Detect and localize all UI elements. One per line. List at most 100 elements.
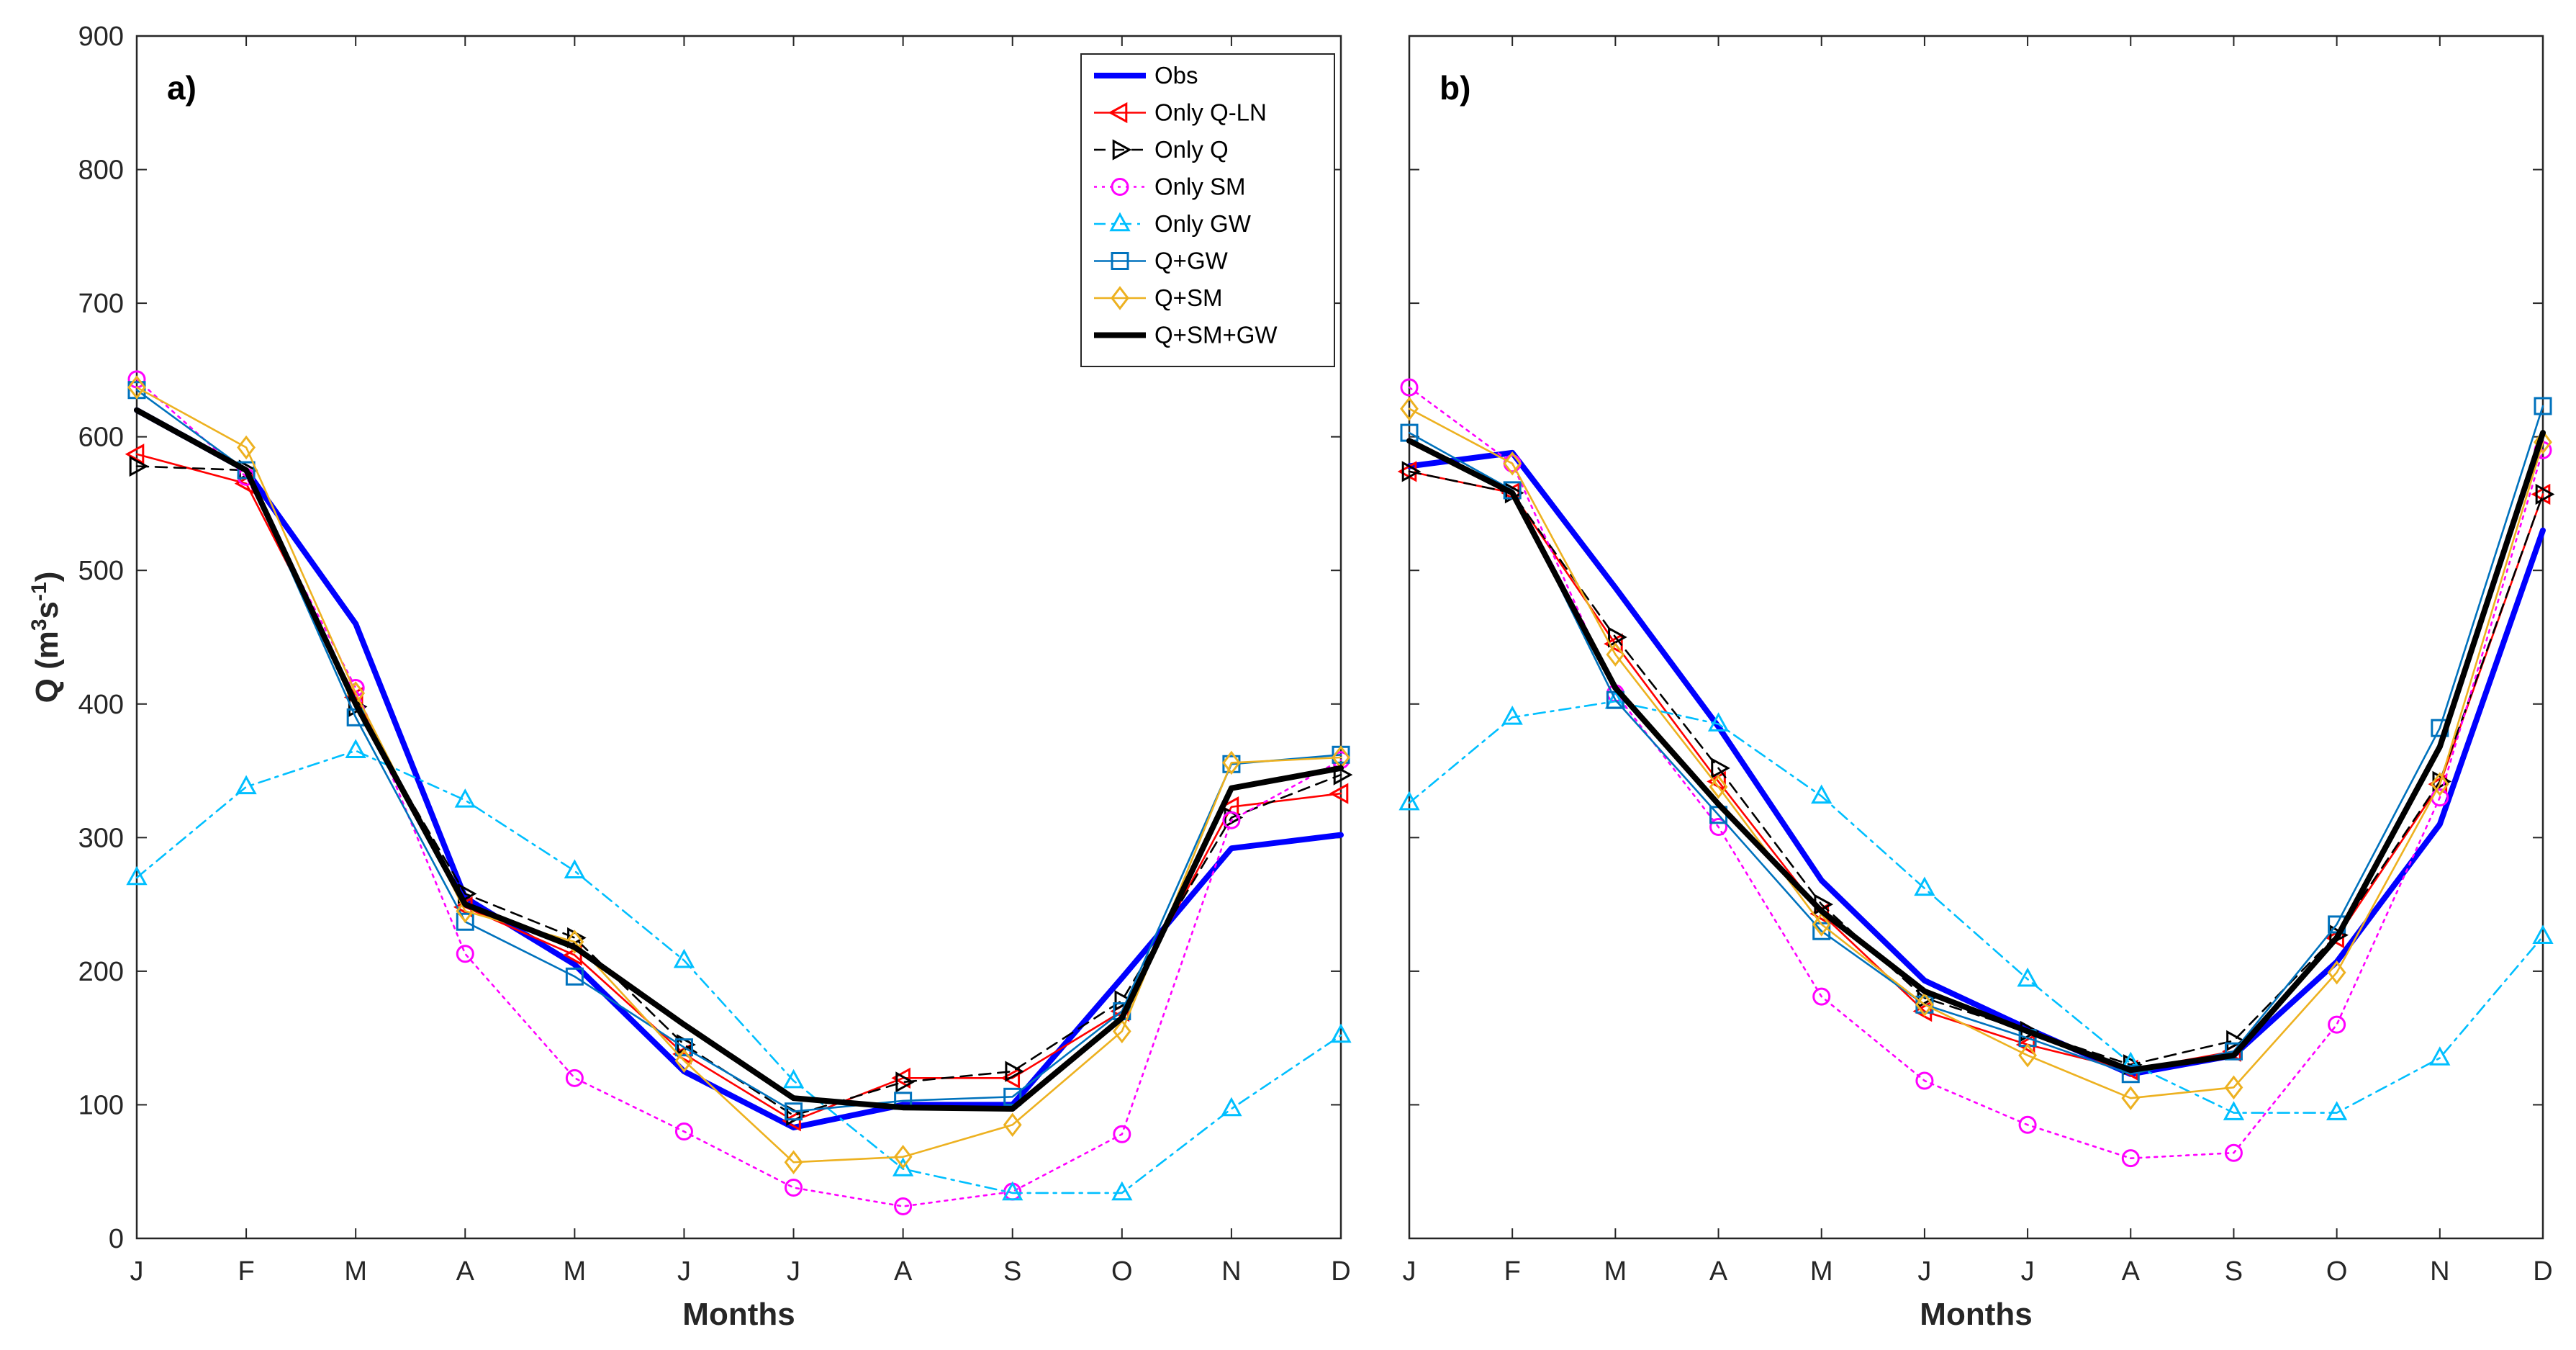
data-point: [1608, 626, 1627, 648]
data-point: [1709, 817, 1728, 836]
data-point: [1707, 712, 1730, 732]
data-point: [125, 444, 145, 465]
series-line-q-sm: [1408, 408, 2544, 1099]
x-axis-label: Months: [1920, 1297, 2032, 1332]
x-tick-label: J: [677, 1256, 691, 1287]
x-tick-label: J: [130, 1256, 144, 1287]
y-tick-label: 0: [109, 1224, 124, 1254]
series-line-q-gw: [135, 389, 1342, 1112]
data-point: [235, 775, 257, 795]
y-axis-label-part: Q (m: [30, 631, 65, 703]
panel-label: b): [1440, 69, 1470, 107]
x-tick-label: A: [894, 1256, 913, 1287]
panel-b: J F M A M J J A S O N D Months b): [1397, 35, 2555, 1332]
data-point: [454, 788, 476, 808]
x-tick-label: M: [564, 1256, 587, 1287]
x-tick-label: M: [1810, 1256, 1833, 1287]
legend-label: Q+SM: [1154, 284, 1222, 311]
data-point: [1400, 396, 1419, 421]
series-line-only-q-ln: [1408, 470, 2544, 1071]
series-line-obs: [134, 407, 1344, 1130]
data-point: [1398, 791, 1420, 811]
x-tick-label: D: [1331, 1256, 1350, 1287]
data-point: [1222, 811, 1241, 829]
data-point: [894, 1197, 913, 1215]
data-point: [2226, 1030, 2246, 1052]
data-point: [345, 739, 366, 759]
legend-label: Only Q: [1154, 136, 1229, 163]
data-point: [456, 945, 474, 963]
x-tick-label: O: [2326, 1256, 2348, 1287]
x-tick-label: J: [2021, 1256, 2035, 1287]
plot-area: [1408, 35, 2544, 1240]
y-tick-label: 100: [78, 1090, 124, 1120]
legend-marker: [1111, 286, 1129, 310]
data-point: [237, 435, 256, 460]
legend-label: Only SM: [1154, 174, 1246, 200]
legend-label: Only GW: [1154, 210, 1252, 237]
data-point: [1912, 1000, 1933, 1022]
data-point: [785, 1178, 803, 1197]
y-axis-label-superscript: -1: [27, 582, 51, 601]
data-point: [674, 1122, 693, 1141]
data-point: [784, 1150, 803, 1174]
data-point: [1221, 1097, 1242, 1117]
x-tick-label: M: [344, 1256, 367, 1287]
data-point: [1222, 750, 1241, 775]
series-line-only-sm: [1408, 386, 2544, 1159]
data-point: [2224, 1075, 2243, 1100]
legend-marker: [1108, 102, 1128, 124]
x-tick-label: F: [238, 1256, 254, 1287]
data-point: [1000, 1067, 1021, 1089]
data-point: [782, 1068, 805, 1089]
data-point: [673, 948, 695, 968]
data-point: [2017, 967, 2038, 987]
data-point: [2532, 924, 2554, 944]
x-tick-label: S: [1003, 1256, 1021, 1287]
data-point: [674, 1038, 693, 1057]
data-point: [2430, 772, 2449, 796]
legend-label: Q+SM+GW: [1154, 322, 1278, 348]
x-tick-label: A: [2122, 1256, 2141, 1287]
data-point: [2223, 1101, 2245, 1120]
data-point: [1709, 775, 1728, 799]
data-point: [891, 1067, 910, 1089]
data-point: [1606, 642, 1625, 667]
data-point: [2121, 1065, 2140, 1084]
x-tick-label: D: [2533, 1256, 2552, 1287]
data-point: [2018, 1043, 2037, 1068]
series-line-q-sm: [135, 386, 1342, 1164]
data-point: [2534, 430, 2552, 454]
x-tick-label: N: [1221, 1256, 1241, 1287]
y-tick-label: 200: [78, 957, 124, 987]
y-tick-label: 300: [78, 823, 124, 853]
data-point: [456, 912, 474, 931]
data-point: [565, 1068, 584, 1087]
data-point: [129, 455, 149, 477]
data-point: [1002, 1181, 1023, 1201]
data-point: [1112, 1019, 1131, 1044]
data-point: [1503, 451, 1522, 476]
legend-marker: [1111, 178, 1129, 196]
y-tick-label: 900: [78, 22, 124, 52]
data-point: [785, 1102, 803, 1121]
data-point: [1003, 1112, 1022, 1138]
data-point: [1914, 876, 1935, 896]
x-tick-label: S: [2225, 1256, 2243, 1287]
data-point: [2429, 1046, 2451, 1066]
legend-marker: [1109, 212, 1131, 232]
data-point: [1401, 461, 1422, 482]
data-point: [674, 1048, 694, 1073]
data-point: [1113, 1125, 1131, 1143]
data-point: [2015, 1034, 2035, 1056]
legend: Obs Only Q-LN Only Q Only SM Only GW Q+GW Q+SM…: [1080, 53, 1335, 367]
data-point: [1501, 706, 1523, 725]
y-axis-label: Q (m3s-1): [27, 572, 65, 703]
data-point: [565, 967, 584, 986]
series-layer: [125, 370, 1353, 1215]
y-axis-label-part: ): [30, 572, 65, 582]
data-point: [237, 461, 256, 480]
y-axis-label-superscript: 3: [27, 618, 51, 631]
data-point: [1915, 992, 1934, 1017]
